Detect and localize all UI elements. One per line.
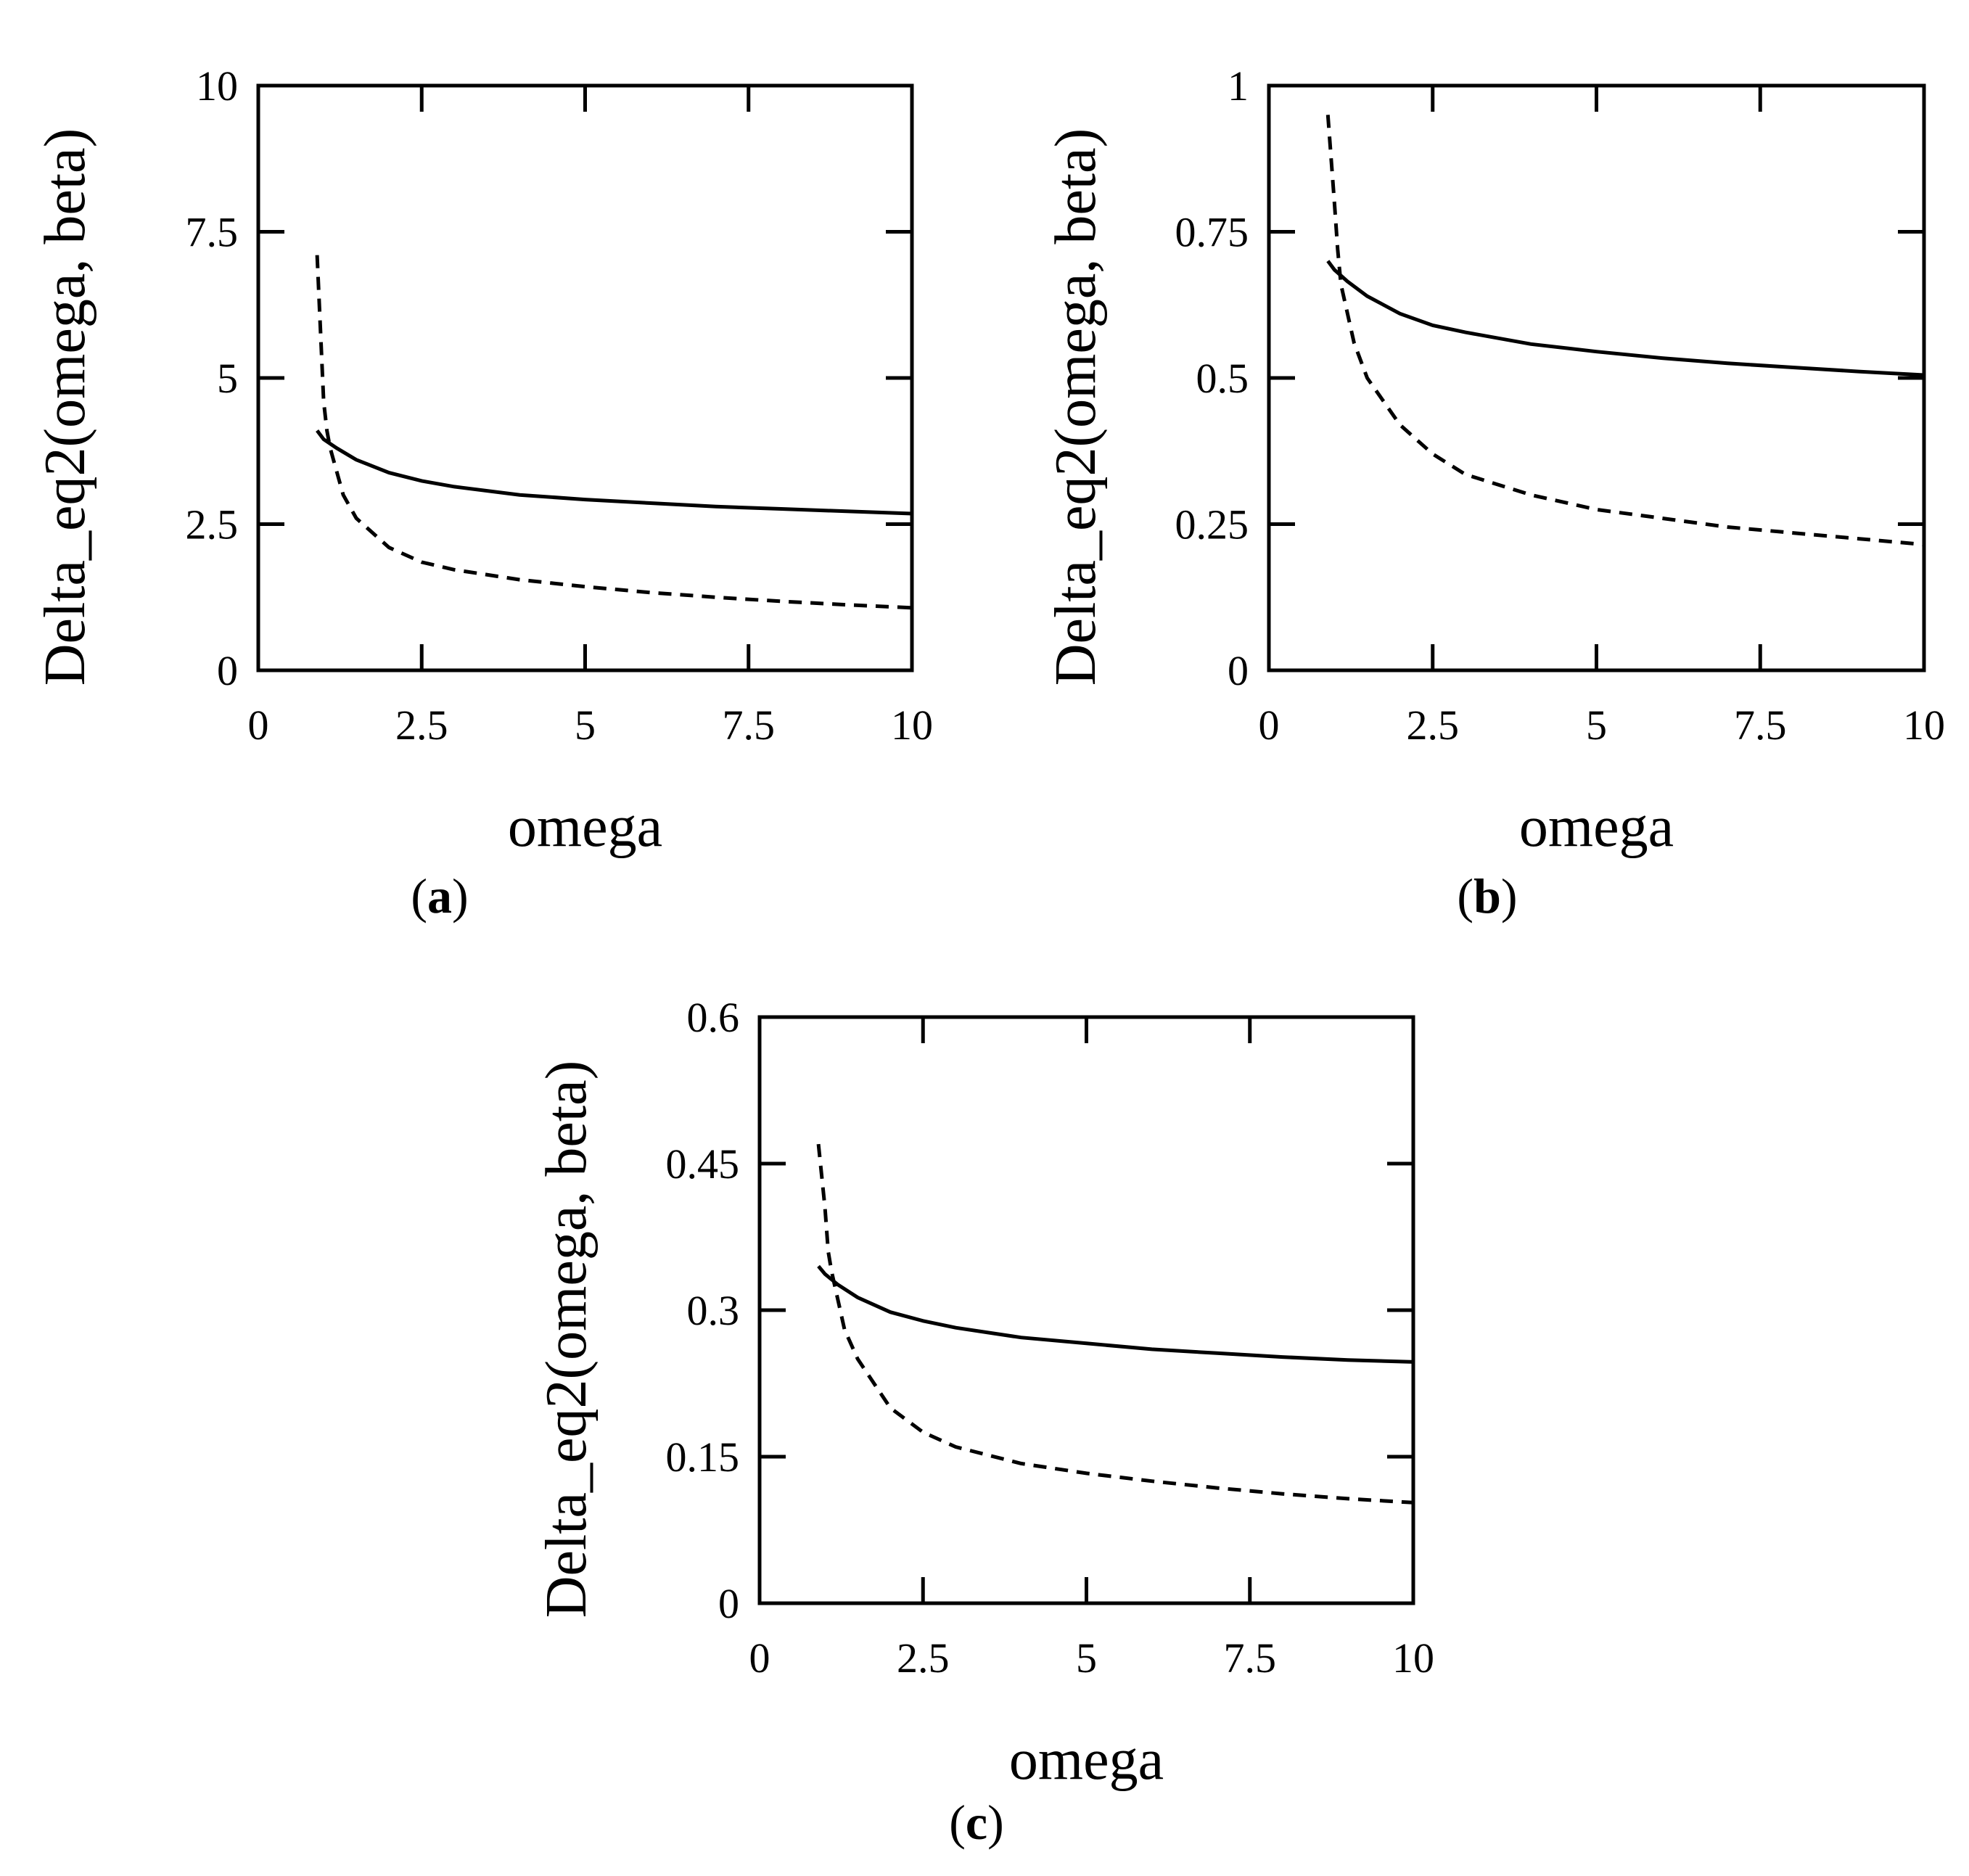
x-axis-title: omega — [1009, 1728, 1164, 1792]
x-axis-title: omega — [1519, 795, 1674, 859]
x-tick-label: 2.5 — [1407, 702, 1460, 749]
y-tick-label: 0.5 — [1196, 355, 1249, 402]
panel-label: (a) — [411, 868, 468, 923]
y-axis-title: Delta_eq2(omega, beta) — [33, 128, 97, 686]
x-tick-label: 10 — [1392, 1634, 1434, 1682]
y-tick-label: 0.45 — [666, 1140, 740, 1188]
y-tick-label: 1 — [1228, 62, 1249, 110]
y-tick-label: 7.5 — [186, 209, 239, 256]
series-line-dashed — [816, 1143, 1414, 1505]
y-tick-label: 0.15 — [666, 1433, 740, 1481]
series-line-dashed — [1325, 115, 1925, 547]
y-tick-label: 2.5 — [186, 501, 239, 548]
panel-c: 0 2.5 5 7.5 10 0 0.15 0.3 0.45 0.6 omega Delta_eq2(… — [535, 994, 1434, 1850]
y-tick-label: 0 — [718, 1580, 739, 1627]
x-tick-label: 10 — [1903, 702, 1945, 749]
series-line-solid — [817, 1264, 1414, 1364]
x-axis-title: omega — [508, 795, 662, 859]
panel-a: 0 2.5 5 7.5 10 0 2.5 5 7.5 10 omega Delta_eq2(omega… — [33, 62, 933, 923]
x-tick-label: 7.5 — [1734, 702, 1787, 749]
y-axis-title: Delta_eq2(omega, beta) — [535, 1061, 599, 1618]
x-tick-label: 0 — [749, 1634, 770, 1682]
panel-label: (c) — [949, 1795, 1004, 1850]
x-tick-label: 7.5 — [723, 702, 776, 749]
series-line-solid — [316, 429, 913, 516]
plot-frame — [757, 1015, 1415, 1605]
y-tick-label: 0.75 — [1175, 209, 1249, 256]
y-tick-label: 10 — [196, 62, 238, 110]
y-tick-label: 5 — [217, 355, 238, 402]
x-tick-label: 10 — [891, 702, 933, 749]
series-line-dashed — [315, 255, 913, 610]
x-tick-label: 2.5 — [395, 702, 448, 749]
y-tick-label: 0 — [217, 647, 238, 694]
y-tick-label: 0.3 — [687, 1287, 740, 1334]
x-tick-label: 2.5 — [897, 1634, 950, 1682]
x-tick-label: 5 — [1586, 702, 1607, 749]
panel-label: (b) — [1457, 868, 1517, 923]
y-tick-label: 0.6 — [687, 994, 740, 1041]
x-tick-label: 5 — [1076, 1634, 1097, 1682]
plot-frame — [256, 83, 914, 672]
x-tick-label: 0 — [1259, 702, 1280, 749]
y-tick-label: 0.25 — [1175, 501, 1249, 548]
y-axis-title: Delta_eq2(omega, beta) — [1044, 128, 1108, 686]
x-tick-label: 7.5 — [1224, 1634, 1277, 1682]
series-line-solid — [1326, 260, 1925, 377]
x-tick-label: 5 — [575, 702, 596, 749]
panel-b: 0 2.5 5 7.5 10 0 0.25 0.5 0.75 1 omega Delta_eq2(om… — [1044, 62, 1945, 923]
x-tick-label: 0 — [248, 702, 269, 749]
y-tick-label: 0 — [1228, 647, 1249, 694]
